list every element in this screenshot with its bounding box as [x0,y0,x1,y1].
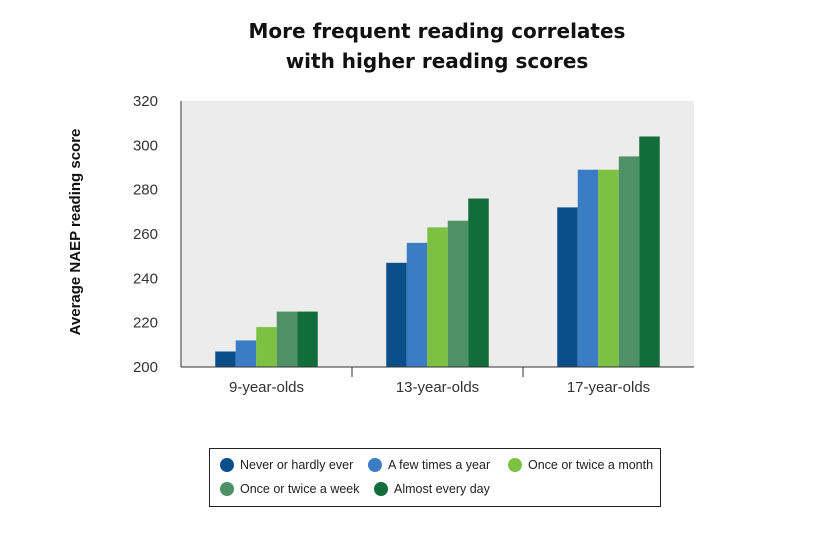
bar-chart: Average NAEP reading score 2002202402602… [67,93,694,396]
legend-label: Once or twice a week [240,482,360,496]
x-tick-label: 17-year-olds [567,379,650,396]
chart-title-line-2: with higher reading scores [285,49,589,73]
legend-label: Almost every day [394,482,490,496]
legend-item: Once or twice a week [220,482,360,496]
y-tick-label: 320 [133,93,158,110]
bar [618,156,640,367]
bar [406,242,428,367]
bar [598,169,619,367]
legend-item: Once or twice a month [508,458,653,472]
legend-label: Once or twice a month [528,458,654,472]
legend-label: A few times a year [388,458,491,472]
y-axis-label: Average NAEP reading score [67,129,84,336]
legend-swatch [368,458,382,472]
y-tick-label: 280 [133,182,158,199]
x-tick-label: 9-year-olds [229,379,304,396]
y-tick-label: 300 [133,137,158,154]
bar [256,327,277,367]
y-axis: 200 220 240 260 280 300 320 [133,93,182,376]
legend-item: Never or hardly ever [220,458,353,472]
bar [468,198,489,367]
x-tick-label: 13-year-olds [396,379,479,396]
x-axis: 9-year-olds 13-year-olds 17-year-olds [181,366,694,396]
y-tick-label: 240 [133,270,158,287]
legend-item: Almost every day [374,482,490,496]
bar [447,220,469,367]
bar [557,207,578,367]
legend-swatch [508,458,522,472]
y-tick-label: 260 [133,226,158,243]
bar [639,136,660,367]
legend-item: A few times a year [368,458,490,472]
legend: Never or hardly ever A few times a year On… [209,448,661,507]
y-tick-label: 220 [133,315,158,332]
bar [276,311,298,367]
bar [427,227,448,367]
bar [386,262,407,367]
legend-label: Never or hardly ever [240,458,354,472]
bar-series [215,136,660,367]
bar [297,311,318,367]
y-tick-label: 200 [133,359,158,376]
bar [215,351,236,367]
legend-swatch [374,482,388,496]
bar [235,340,257,367]
bar [577,169,599,367]
chart-title: More frequent reading correlates with hi… [180,16,694,76]
chart-title-line-1: More frequent reading correlates [248,19,626,43]
legend-swatch [220,458,234,472]
legend-swatch [220,482,234,496]
